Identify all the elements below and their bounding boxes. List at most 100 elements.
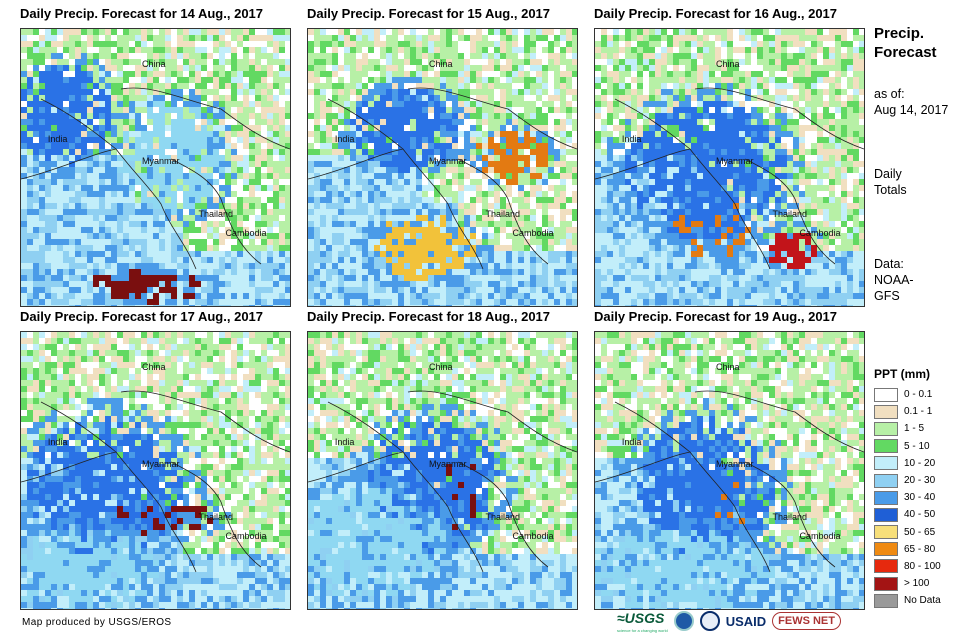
grid-cell	[159, 209, 165, 215]
grid-cell	[261, 173, 267, 179]
grid-cell	[410, 281, 416, 287]
grid-cell	[111, 233, 117, 239]
grid-cell	[572, 263, 577, 269]
grid-cell	[362, 179, 368, 185]
grid-cell	[123, 167, 129, 173]
grid-cell	[21, 257, 27, 263]
grid-cell	[213, 191, 219, 197]
grid-cell	[428, 125, 434, 131]
grid-cell	[847, 95, 853, 101]
grid-cell	[165, 281, 171, 287]
grid-cell	[183, 215, 189, 221]
grid-cell	[494, 251, 500, 257]
grid-cell	[751, 29, 757, 35]
grid-cell	[607, 35, 613, 41]
grid-cell	[332, 77, 338, 83]
grid-cell	[530, 101, 536, 107]
grid-cell	[416, 173, 422, 179]
grid-cell	[530, 161, 536, 167]
grid-cell	[560, 137, 566, 143]
grid-cell	[344, 65, 350, 71]
grid-cell	[434, 101, 440, 107]
grid-cell	[595, 29, 601, 35]
grid-cell	[153, 101, 159, 107]
grid-cell	[308, 233, 314, 239]
grid-cell	[380, 239, 386, 245]
grid-cell	[75, 203, 81, 209]
grid-cell	[338, 185, 344, 191]
grid-cell	[99, 95, 105, 101]
grid-cell	[416, 293, 422, 299]
grid-cell	[500, 203, 506, 209]
grid-cell	[33, 83, 39, 89]
grid-cell	[261, 155, 267, 161]
grid-cell	[243, 95, 249, 101]
grid-cell	[117, 149, 123, 155]
grid-cell	[452, 203, 458, 209]
grid-cell	[237, 83, 243, 89]
grid-cell	[93, 107, 99, 113]
grid-cell	[111, 245, 117, 251]
grid-cell	[243, 215, 249, 221]
grid-cell	[320, 137, 326, 143]
grid-cell	[21, 95, 27, 101]
grid-cell	[398, 161, 404, 167]
grid-cell	[607, 89, 613, 95]
grid-cell	[362, 149, 368, 155]
grid-cell	[619, 47, 625, 53]
grid-cell	[356, 179, 362, 185]
grid-cell	[308, 239, 314, 245]
grid-cell	[243, 77, 249, 83]
grid-cell	[195, 275, 201, 281]
grid-cell	[326, 131, 332, 137]
grid-cell	[446, 305, 452, 306]
grid-cell	[823, 119, 829, 125]
grid-cell	[542, 173, 548, 179]
grid-cell	[446, 47, 452, 53]
grid-cell	[422, 233, 428, 239]
grid-cell	[434, 209, 440, 215]
grid-cell	[123, 119, 129, 125]
grid-cell	[141, 29, 147, 35]
grid-cell	[33, 257, 39, 263]
map-label-india: India	[47, 134, 68, 145]
grid-cell	[129, 305, 135, 306]
grid-cell	[506, 149, 512, 155]
grid-cell	[165, 125, 171, 131]
grid-cell	[279, 299, 285, 305]
grid-cell	[350, 107, 356, 113]
grid-cell	[631, 125, 637, 131]
grid-cell	[488, 167, 494, 173]
grid-cell	[715, 29, 721, 35]
grid-cell	[141, 161, 147, 167]
grid-cell	[422, 125, 428, 131]
grid-cell	[171, 281, 177, 287]
grid-cell	[279, 227, 285, 233]
grid-cell	[147, 59, 153, 65]
grid-cell	[817, 101, 823, 107]
grid-cell	[69, 185, 75, 191]
grid-cell	[27, 47, 33, 53]
grid-cell	[81, 113, 87, 119]
grid-cell	[93, 89, 99, 95]
grid-cell	[57, 65, 63, 71]
grid-cell	[129, 233, 135, 239]
grid-cell	[273, 245, 279, 251]
grid-cell	[273, 131, 279, 137]
grid-cell	[308, 47, 314, 53]
grid-cell	[524, 185, 530, 191]
grid-cell	[512, 119, 518, 125]
grid-cell	[338, 203, 344, 209]
grid-cell	[153, 287, 159, 293]
grid-cell	[177, 95, 183, 101]
grid-cell	[63, 137, 69, 143]
grid-cell	[213, 257, 219, 263]
grid-cell	[853, 41, 859, 47]
grid-cell	[673, 125, 679, 131]
grid-cell	[279, 71, 285, 77]
grid-cell	[332, 149, 338, 155]
grid-cell	[518, 221, 524, 227]
grid-cell	[81, 89, 87, 95]
grid-cell	[135, 221, 141, 227]
grid-cell	[279, 293, 285, 299]
